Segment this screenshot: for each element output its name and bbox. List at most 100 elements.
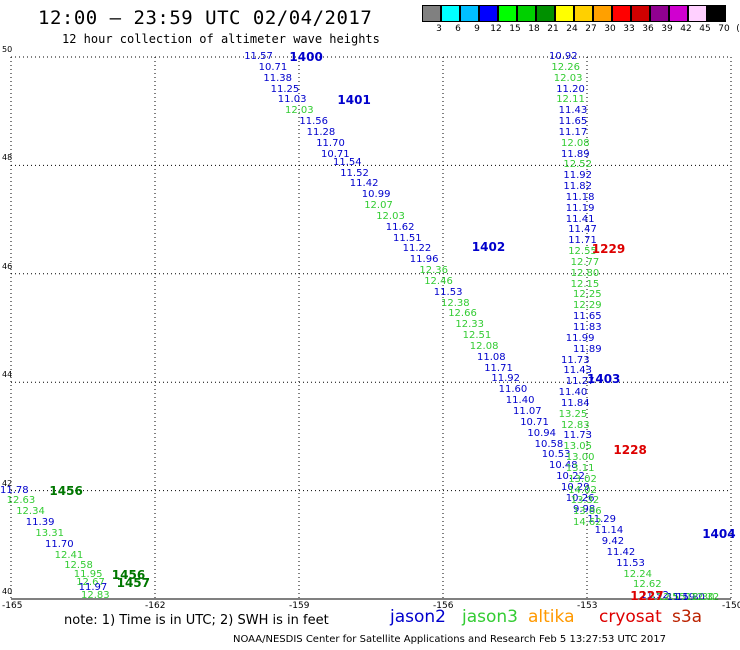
pass-label: 1229	[591, 242, 626, 257]
scale-label: 45	[699, 24, 711, 34]
swh-value: 11.22	[402, 243, 432, 255]
swh-value: 12.41	[54, 549, 84, 561]
swh-value: 11.62	[385, 221, 415, 233]
swh-value: 11.78	[0, 484, 29, 496]
scale-label: 18	[528, 24, 540, 34]
scale-label: 3	[436, 24, 442, 34]
swh-value: 12.07	[364, 200, 393, 212]
pass-label: 1401	[337, 93, 371, 108]
swh-value: 12.83	[81, 590, 110, 602]
swh-value: 12.33	[455, 319, 485, 331]
swh-value: 12.29	[573, 300, 602, 312]
swh-value: 10.22	[556, 471, 585, 483]
swh-value: 11.51	[393, 232, 422, 244]
scale-swatch	[593, 5, 612, 22]
swh-value: 9.98	[573, 503, 596, 515]
swh-value: 12.52	[563, 159, 593, 171]
scale-label: 12	[490, 24, 502, 34]
swh-value: 12.77	[570, 256, 600, 268]
scale-swatch	[441, 5, 460, 22]
scale-label: 6	[455, 24, 461, 34]
swh-value: 13.31	[35, 527, 65, 539]
scale-label: 27	[585, 24, 597, 34]
swh-value: 11.25	[270, 83, 300, 95]
scale-label: 39	[661, 24, 673, 34]
swh-value: 11.73	[563, 430, 593, 442]
swh-value: 11.17	[558, 126, 588, 138]
lat-tick-label: 50	[2, 45, 13, 54]
swh-value: 11.14	[594, 525, 624, 537]
pass-label: 1456	[49, 483, 83, 498]
swh-value: 12.03	[285, 105, 314, 117]
swh-value: 11.38	[263, 72, 293, 84]
lon-tick-label: -162	[145, 601, 166, 611]
scale-label: 24	[566, 24, 578, 34]
swh-value: 12.67	[76, 576, 105, 588]
swh-value: 12.63	[6, 495, 36, 507]
swh-value: 11.56	[299, 116, 329, 128]
scale-swatch	[555, 5, 574, 22]
swh-value: 11.18	[565, 191, 595, 203]
map-subtitle: 12 hour collection of altimeter wave hei…	[62, 32, 380, 46]
pass-label: 1456	[111, 567, 146, 582]
swh-value: 9.42	[601, 536, 625, 548]
swh-value: 11.92	[640, 590, 669, 602]
scale-label: 21	[547, 24, 559, 34]
swh-value: 11.08	[477, 351, 506, 363]
swh-value: 11.89	[573, 343, 602, 355]
swh-value: 11.92	[491, 373, 521, 385]
swh-value: 13.00	[565, 452, 595, 464]
swh-value: 12.32	[690, 592, 720, 603]
swh-value: 11.28	[306, 126, 336, 138]
lon-tick-label: -150	[722, 601, 740, 611]
scale-label: 9	[474, 24, 480, 34]
swh-value: 12.83	[561, 419, 590, 431]
swh-value: 13.05	[563, 441, 593, 453]
swh-value: 10.29	[561, 481, 590, 493]
pass-label: 1400	[289, 50, 323, 64]
swh-value: 11.40	[558, 387, 588, 399]
scale-swatch	[707, 5, 726, 22]
lat-tick-label: 40	[2, 587, 13, 596]
lat-tick-label: 48	[2, 153, 13, 163]
swh-value: 10.71	[321, 148, 350, 160]
swh-value: 12.08	[469, 340, 499, 352]
swh-value: 12.46	[424, 275, 453, 287]
swh-value: 13.02	[568, 473, 597, 485]
swh-value: 13.32	[570, 495, 600, 507]
swh-value: 12.66	[448, 308, 477, 320]
swh-value: 11.19	[565, 202, 595, 214]
scale-label: 42	[680, 24, 692, 34]
swh-value: 11.39	[25, 517, 55, 529]
pass-label: 1404	[702, 526, 736, 541]
pass-label: 1457	[116, 575, 150, 590]
swh-value: 10.53	[541, 449, 571, 461]
swh-value: 13.25	[558, 408, 588, 420]
swh-value: 11.57	[244, 51, 273, 62]
swh-value: 11.71	[568, 235, 597, 247]
swh-value: 12.35	[649, 592, 679, 603]
swh-value: 11.52	[340, 167, 369, 179]
swh-value: 11.83	[573, 322, 602, 333]
swh-value: 12.11	[556, 94, 585, 106]
scale-label: (ft)	[736, 24, 740, 34]
swh-value: 12.26	[551, 61, 581, 73]
lat-tick-label: 42	[2, 478, 13, 488]
swh-value: 10.92	[549, 51, 578, 62]
swh-value: 11.71	[484, 362, 513, 374]
swh-value: 11.84	[561, 397, 590, 409]
swh-value: 12.34	[16, 506, 45, 518]
swh-value: 11.41	[565, 213, 595, 225]
swh-value: 12.25	[573, 289, 602, 301]
pass-label: 1227	[630, 589, 664, 604]
swh-value: 11.65	[558, 116, 588, 128]
swh-value: 11.47	[568, 224, 597, 236]
swh-value: 11.97	[78, 582, 108, 594]
lon-tick-label: -153	[577, 601, 598, 611]
swh-value: 12.03	[553, 72, 583, 84]
scale-label: 33	[623, 24, 635, 34]
swh-value: 10.58	[534, 438, 564, 450]
legend-altika: altika	[528, 607, 575, 627]
lat-tick-label: 44	[2, 370, 13, 380]
